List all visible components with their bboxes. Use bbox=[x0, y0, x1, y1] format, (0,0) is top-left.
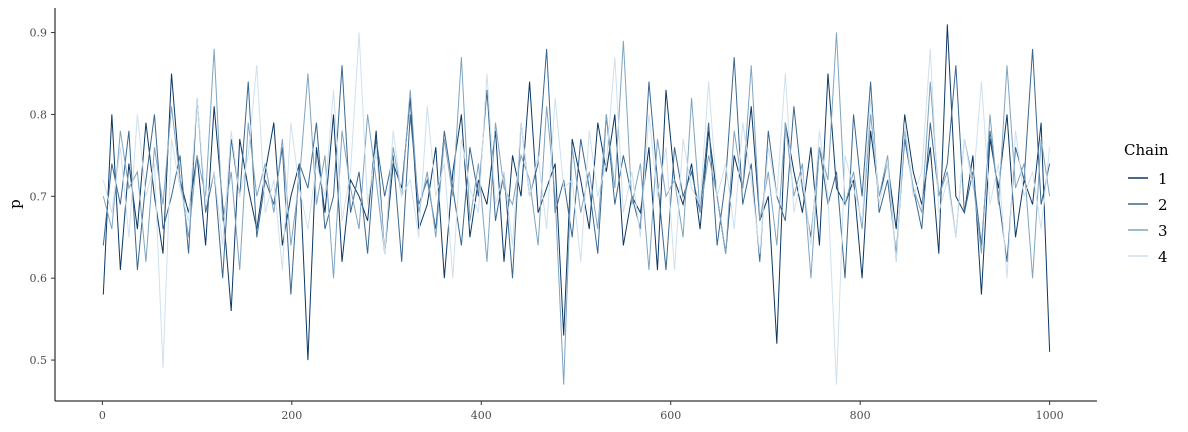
legend-label-chain-3: 3 bbox=[1158, 222, 1168, 240]
legend-label-chain-4: 4 bbox=[1158, 248, 1168, 266]
series-line-chain-4 bbox=[102, 32, 1051, 385]
series-lines bbox=[102, 24, 1051, 385]
legend-title: Chain bbox=[1124, 141, 1169, 159]
x-tick-label: 1000 bbox=[1036, 409, 1064, 422]
x-tick-label: 800 bbox=[850, 409, 871, 422]
y-tick-label: 0.6 bbox=[30, 272, 48, 285]
y-axis-title: p bbox=[6, 199, 24, 209]
x-axis-ticks: 0 200 400 600 800 1000 bbox=[99, 401, 1064, 422]
x-tick-label: 400 bbox=[471, 409, 492, 422]
legend-items: 1 2 3 4 bbox=[1128, 170, 1168, 266]
x-tick-label: 200 bbox=[281, 409, 302, 422]
x-tick-label: 600 bbox=[660, 409, 681, 422]
legend-label-chain-1: 1 bbox=[1158, 170, 1168, 188]
legend: Chain 1 2 3 4 bbox=[1124, 141, 1169, 266]
y-axis-ticks: 0.5 0.6 0.7 0.8 0.9 bbox=[30, 27, 55, 367]
y-tick-label: 0.9 bbox=[30, 27, 48, 40]
series-line-chain-1 bbox=[102, 24, 1051, 361]
y-tick-label: 0.8 bbox=[30, 108, 48, 121]
series-line-chain-3 bbox=[102, 32, 1051, 385]
y-tick-label: 0.7 bbox=[30, 190, 48, 203]
x-tick-label: 0 bbox=[99, 409, 106, 422]
y-tick-label: 0.5 bbox=[30, 354, 48, 367]
legend-label-chain-2: 2 bbox=[1158, 196, 1168, 214]
